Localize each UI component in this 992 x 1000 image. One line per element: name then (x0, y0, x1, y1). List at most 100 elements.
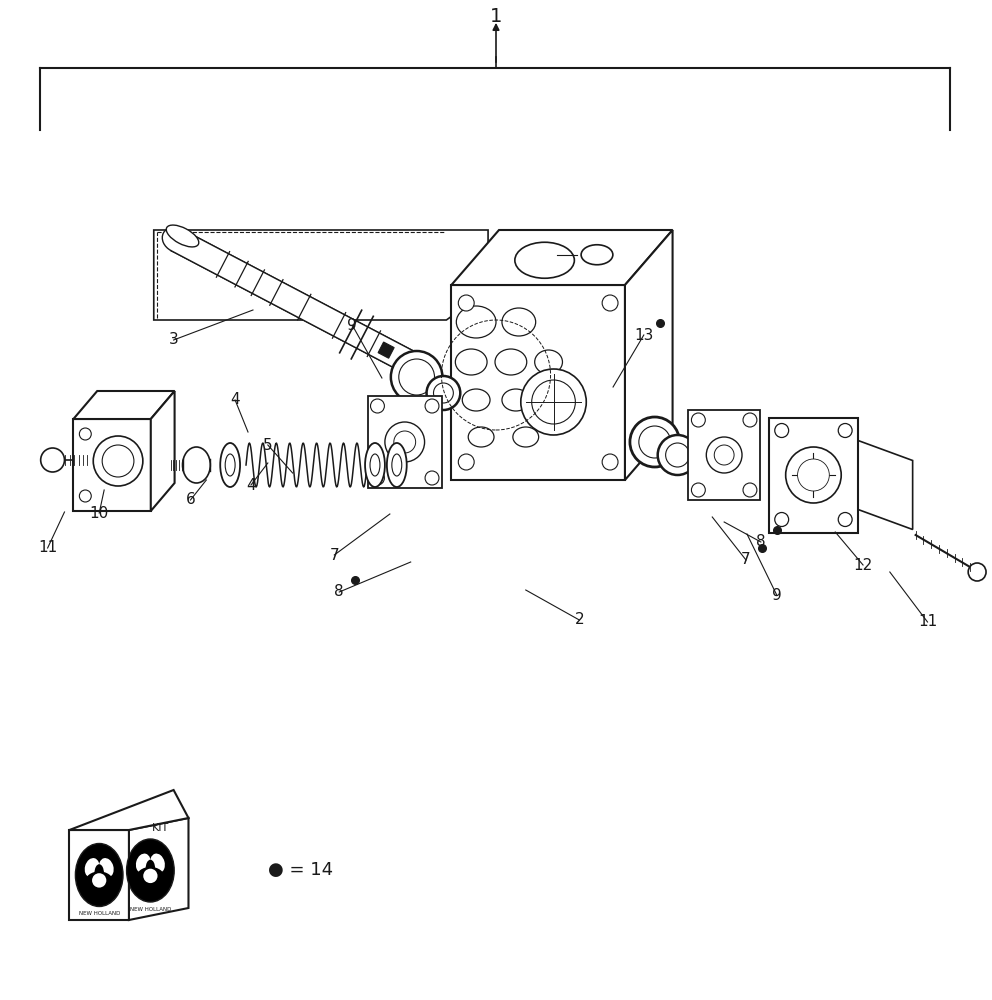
Ellipse shape (775, 512, 789, 526)
Ellipse shape (639, 426, 671, 458)
Ellipse shape (495, 349, 527, 375)
Ellipse shape (370, 399, 385, 413)
Text: 4: 4 (230, 392, 240, 408)
Ellipse shape (743, 413, 757, 427)
Ellipse shape (706, 437, 742, 473)
Ellipse shape (370, 454, 380, 476)
Bar (688, 410, 760, 500)
Ellipse shape (786, 447, 841, 503)
Polygon shape (451, 230, 673, 285)
Ellipse shape (515, 242, 574, 278)
Text: 7: 7 (741, 552, 751, 568)
Text: NEW HOLLAND: NEW HOLLAND (78, 911, 120, 916)
Text: 9: 9 (347, 318, 357, 332)
Ellipse shape (455, 349, 487, 375)
Ellipse shape (99, 858, 114, 878)
Ellipse shape (79, 428, 91, 440)
Polygon shape (171, 229, 415, 373)
Ellipse shape (84, 858, 99, 878)
Text: 8: 8 (756, 534, 766, 550)
Ellipse shape (666, 443, 689, 467)
Ellipse shape (458, 454, 474, 470)
Ellipse shape (535, 350, 562, 374)
Ellipse shape (392, 454, 402, 476)
Polygon shape (154, 230, 488, 320)
Polygon shape (69, 830, 129, 920)
Polygon shape (625, 230, 673, 480)
Ellipse shape (425, 399, 438, 413)
Ellipse shape (146, 860, 155, 878)
Ellipse shape (691, 413, 705, 427)
Ellipse shape (163, 227, 190, 253)
Ellipse shape (41, 448, 64, 472)
Ellipse shape (434, 383, 453, 403)
Ellipse shape (370, 471, 385, 485)
Ellipse shape (399, 359, 434, 395)
Ellipse shape (220, 443, 240, 487)
Bar (769, 418, 858, 532)
Ellipse shape (143, 869, 158, 883)
Ellipse shape (385, 422, 425, 462)
Ellipse shape (462, 389, 490, 411)
Ellipse shape (167, 225, 198, 247)
Ellipse shape (183, 447, 210, 483)
Text: 11: 11 (38, 540, 58, 556)
Text: 4: 4 (246, 478, 256, 492)
Ellipse shape (513, 427, 539, 447)
Text: 5: 5 (263, 438, 273, 452)
Ellipse shape (602, 295, 618, 311)
Text: 12: 12 (853, 558, 873, 572)
Ellipse shape (127, 839, 175, 902)
Polygon shape (151, 391, 175, 511)
Ellipse shape (458, 295, 474, 311)
Ellipse shape (658, 435, 697, 475)
Ellipse shape (75, 844, 123, 906)
Text: ● = 14: ● = 14 (268, 861, 333, 879)
Ellipse shape (92, 873, 106, 888)
Ellipse shape (365, 443, 385, 487)
Ellipse shape (468, 427, 494, 447)
Ellipse shape (456, 306, 496, 338)
Ellipse shape (94, 864, 104, 882)
Ellipse shape (581, 245, 613, 265)
Ellipse shape (102, 445, 134, 477)
Text: KIT: KIT (152, 823, 170, 833)
Text: 6: 6 (186, 492, 195, 508)
Ellipse shape (775, 424, 789, 438)
Polygon shape (858, 440, 913, 529)
Polygon shape (129, 818, 188, 920)
Ellipse shape (838, 512, 852, 526)
Text: NEW HOLLAND: NEW HOLLAND (130, 907, 171, 912)
Text: 3: 3 (169, 332, 179, 348)
Ellipse shape (691, 483, 705, 497)
Text: 8: 8 (334, 584, 344, 599)
Ellipse shape (85, 871, 113, 893)
Ellipse shape (502, 308, 536, 336)
Ellipse shape (225, 454, 235, 476)
Ellipse shape (602, 454, 618, 470)
Ellipse shape (150, 854, 165, 873)
Bar (367, 396, 442, 488)
Text: 2: 2 (574, 612, 584, 628)
Ellipse shape (136, 867, 165, 888)
Bar (451, 285, 625, 480)
Text: 10: 10 (89, 506, 109, 520)
Text: 1: 1 (490, 6, 502, 25)
Ellipse shape (427, 376, 460, 410)
Ellipse shape (502, 389, 530, 411)
Text: 7: 7 (329, 548, 339, 562)
Ellipse shape (798, 459, 829, 491)
Ellipse shape (532, 380, 575, 424)
Ellipse shape (630, 417, 680, 467)
Polygon shape (378, 342, 394, 358)
Ellipse shape (425, 471, 438, 485)
Ellipse shape (136, 854, 151, 873)
Ellipse shape (93, 436, 143, 486)
Ellipse shape (521, 369, 586, 435)
Bar (73, 419, 151, 511)
Ellipse shape (743, 483, 757, 497)
Polygon shape (73, 391, 175, 419)
Ellipse shape (714, 445, 734, 465)
Ellipse shape (394, 431, 416, 453)
Text: 9: 9 (772, 587, 782, 602)
